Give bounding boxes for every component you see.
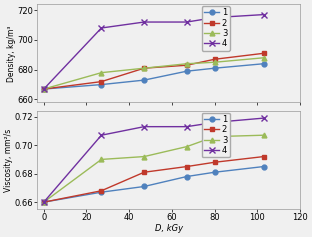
3 <box>185 145 189 148</box>
Line: 1: 1 <box>41 61 266 91</box>
1 <box>262 165 266 168</box>
Line: 3: 3 <box>41 55 266 91</box>
4 <box>142 21 146 23</box>
2 <box>142 67 146 70</box>
2 <box>100 80 103 83</box>
3 <box>213 61 217 64</box>
Y-axis label: Viscosity, mm²/s: Viscosity, mm²/s <box>4 128 13 192</box>
4 <box>100 27 103 29</box>
1 <box>213 67 217 70</box>
1 <box>213 171 217 174</box>
1 <box>142 185 146 188</box>
3 <box>262 134 266 137</box>
4 <box>185 21 189 23</box>
2 <box>100 189 103 192</box>
1 <box>100 191 103 194</box>
Legend: 1, 2, 3, 4: 1, 2, 3, 4 <box>202 6 230 50</box>
Line: 4: 4 <box>40 11 267 92</box>
Y-axis label: Density, kg/m³: Density, kg/m³ <box>7 25 16 82</box>
1 <box>42 88 46 91</box>
Line: 3: 3 <box>41 133 266 205</box>
2 <box>42 201 46 204</box>
2 <box>42 88 46 91</box>
3 <box>100 71 103 74</box>
2 <box>262 155 266 158</box>
Legend: 1, 2, 3, 4: 1, 2, 3, 4 <box>202 113 230 157</box>
3 <box>142 155 146 158</box>
1 <box>142 79 146 82</box>
4 <box>42 201 46 204</box>
1 <box>185 70 189 73</box>
1 <box>100 83 103 86</box>
4 <box>213 121 217 124</box>
4 <box>42 88 46 91</box>
2 <box>262 52 266 55</box>
4 <box>262 117 266 119</box>
2 <box>142 171 146 174</box>
4 <box>142 125 146 128</box>
3 <box>142 67 146 70</box>
3 <box>213 135 217 138</box>
2 <box>185 64 189 67</box>
4 <box>262 13 266 16</box>
3 <box>100 158 103 161</box>
Line: 4: 4 <box>40 115 267 206</box>
2 <box>213 161 217 164</box>
3 <box>42 201 46 204</box>
Line: 1: 1 <box>41 164 266 205</box>
1 <box>185 175 189 178</box>
4 <box>185 125 189 128</box>
X-axis label: D, kGy: D, kGy <box>154 224 183 233</box>
Line: 2: 2 <box>41 51 266 91</box>
3 <box>262 56 266 59</box>
3 <box>42 88 46 91</box>
2 <box>185 165 189 168</box>
2 <box>213 58 217 61</box>
1 <box>262 62 266 65</box>
4 <box>100 134 103 137</box>
3 <box>185 62 189 65</box>
1 <box>42 201 46 204</box>
Line: 2: 2 <box>41 154 266 205</box>
4 <box>213 16 217 19</box>
